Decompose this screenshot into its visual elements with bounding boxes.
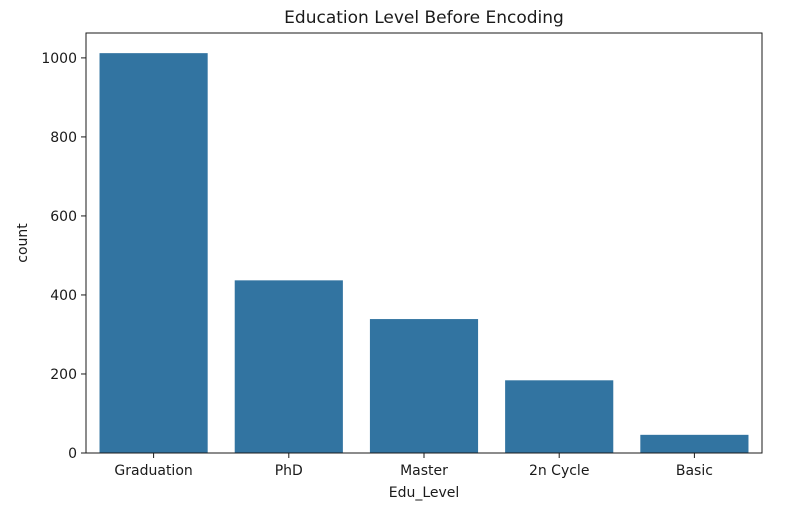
plot-frame [85, 32, 763, 454]
y-tick-label: 1000 [41, 51, 77, 67]
bar-phd [234, 280, 343, 453]
x-tick-label: 2n Cycle [529, 463, 590, 479]
y-axis-ticks: 0 200 400 600 800 1000 [41, 51, 86, 462]
x-axis-label: Edu_Level [389, 485, 460, 501]
bars-layer [99, 53, 749, 454]
bar-2n-cycle [505, 380, 614, 453]
y-tick-label: 400 [50, 288, 77, 304]
y-tick-label: 600 [50, 209, 77, 225]
y-tick-label: 200 [50, 367, 77, 383]
bar-graduation [99, 53, 208, 454]
x-tick-label: Graduation [114, 463, 192, 479]
x-axis-ticks: Graduation PhD Master 2n Cycle Basic [114, 453, 713, 479]
y-tick-label: 800 [50, 130, 77, 146]
x-tick-label: PhD [275, 463, 303, 479]
chart-title: Education Level Before Encoding [284, 8, 564, 28]
x-tick-label: Basic [676, 463, 713, 479]
x-tick-label: Master [400, 463, 448, 479]
bar-basic [640, 434, 749, 453]
bar-master [369, 319, 479, 453]
y-axis-label: count [15, 223, 31, 263]
y-tick-label: 0 [68, 446, 77, 462]
